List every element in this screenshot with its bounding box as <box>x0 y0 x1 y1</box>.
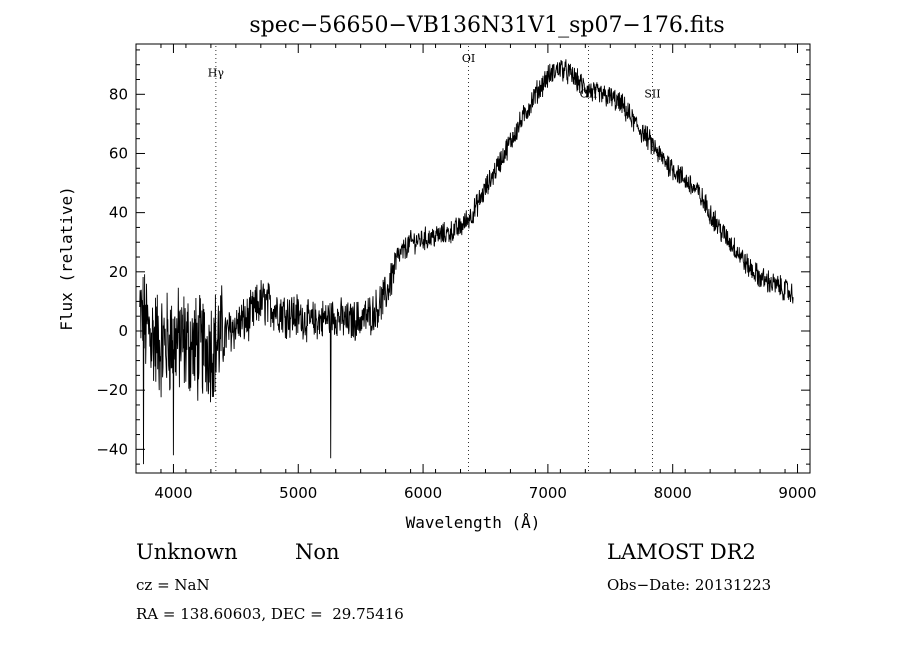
line-label-oi: OI <box>462 52 475 65</box>
spectrum-trace <box>139 59 794 465</box>
spectral-subclass: Non <box>295 540 340 564</box>
line-label-sii: SII <box>644 87 660 100</box>
spectral-class: Unknown <box>136 540 238 564</box>
survey-name: LAMOST DR2 <box>607 540 756 564</box>
x-tick-label: 5000 <box>279 484 317 502</box>
x-tick-label: 9000 <box>778 484 816 502</box>
y-axis-label: Flux (relative) <box>57 186 76 331</box>
y-tick-label: 80 <box>109 85 128 103</box>
x-tick-label: 8000 <box>654 484 692 502</box>
y-tick-label: 60 <box>109 144 128 162</box>
y-tick-label: 40 <box>109 204 128 222</box>
coordinates: RA = 138.60603, DEC = 29.75416 <box>136 605 404 623</box>
line-label-hγ: Hγ <box>208 67 225 80</box>
y-tick-label: −40 <box>96 440 128 458</box>
plot-frame <box>135 43 811 474</box>
y-tick-label: −20 <box>96 381 128 399</box>
redshift-readout: cz = NaN <box>136 576 210 594</box>
x-tick-label: 7000 <box>529 484 567 502</box>
x-tick-label: 6000 <box>404 484 442 502</box>
y-tick-label: 0 <box>118 322 128 340</box>
obs-date: Obs−Date: 20131223 <box>607 576 772 594</box>
x-axis-label: Wavelength (Å) <box>406 513 541 532</box>
chart-title: spec−56650−VB136N31V1_sp07−176.fits <box>249 13 724 38</box>
y-tick-label: 20 <box>109 263 128 281</box>
x-tick-label: 4000 <box>154 484 192 502</box>
